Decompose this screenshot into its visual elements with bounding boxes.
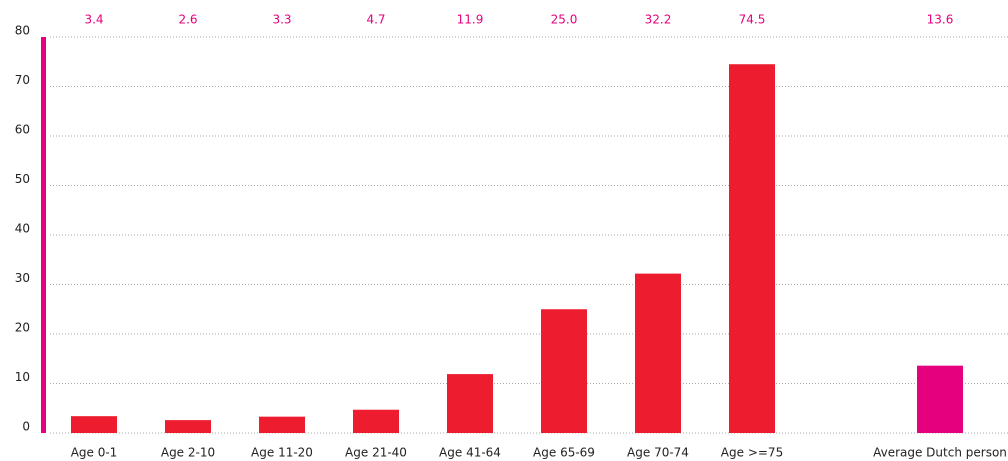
bar — [729, 64, 775, 433]
bar — [259, 416, 305, 433]
y-tick-label: 30 — [15, 271, 30, 285]
x-tick-label: Average Dutch person — [873, 446, 1007, 460]
y-tick-label: 60 — [15, 123, 30, 137]
bar — [541, 309, 587, 433]
y-tick-label: 50 — [15, 172, 30, 186]
value-label: 3.4 — [84, 13, 103, 27]
value-label: 4.7 — [366, 13, 385, 27]
x-tick-label: Age 65-69 — [533, 446, 595, 460]
bar — [165, 420, 211, 433]
value-label: 25.0 — [551, 13, 578, 27]
y-tick-label: 40 — [15, 222, 30, 236]
y-tick-label: 70 — [15, 73, 30, 87]
x-tick-label: Age 0-1 — [71, 446, 118, 460]
x-tick-label: Age 11-20 — [251, 446, 313, 460]
bar — [447, 374, 493, 433]
value-label: 32.2 — [645, 13, 672, 27]
value-label: 2.6 — [178, 13, 197, 27]
value-label: 3.3 — [272, 13, 291, 27]
y-tick-label: 80 — [15, 24, 30, 38]
x-tick-label: Age 41-64 — [439, 446, 501, 460]
bar — [71, 416, 117, 433]
x-tick-label: Age 70-74 — [627, 446, 689, 460]
value-label: 11.9 — [457, 13, 484, 27]
y-tick-label: 10 — [15, 370, 30, 384]
x-tick-label: Age 2-10 — [161, 446, 215, 460]
bar — [917, 365, 963, 433]
x-tick-label: Age >=75 — [721, 446, 783, 460]
y-tick-label: 0 — [22, 420, 30, 434]
y-tick-label: 20 — [15, 321, 30, 335]
x-tick-label: Age 21-40 — [345, 446, 407, 460]
bar — [353, 409, 399, 433]
value-label: 74.5 — [739, 13, 766, 27]
bar — [635, 273, 681, 433]
y-axis — [41, 37, 46, 433]
value-label: 13.6 — [927, 13, 954, 27]
